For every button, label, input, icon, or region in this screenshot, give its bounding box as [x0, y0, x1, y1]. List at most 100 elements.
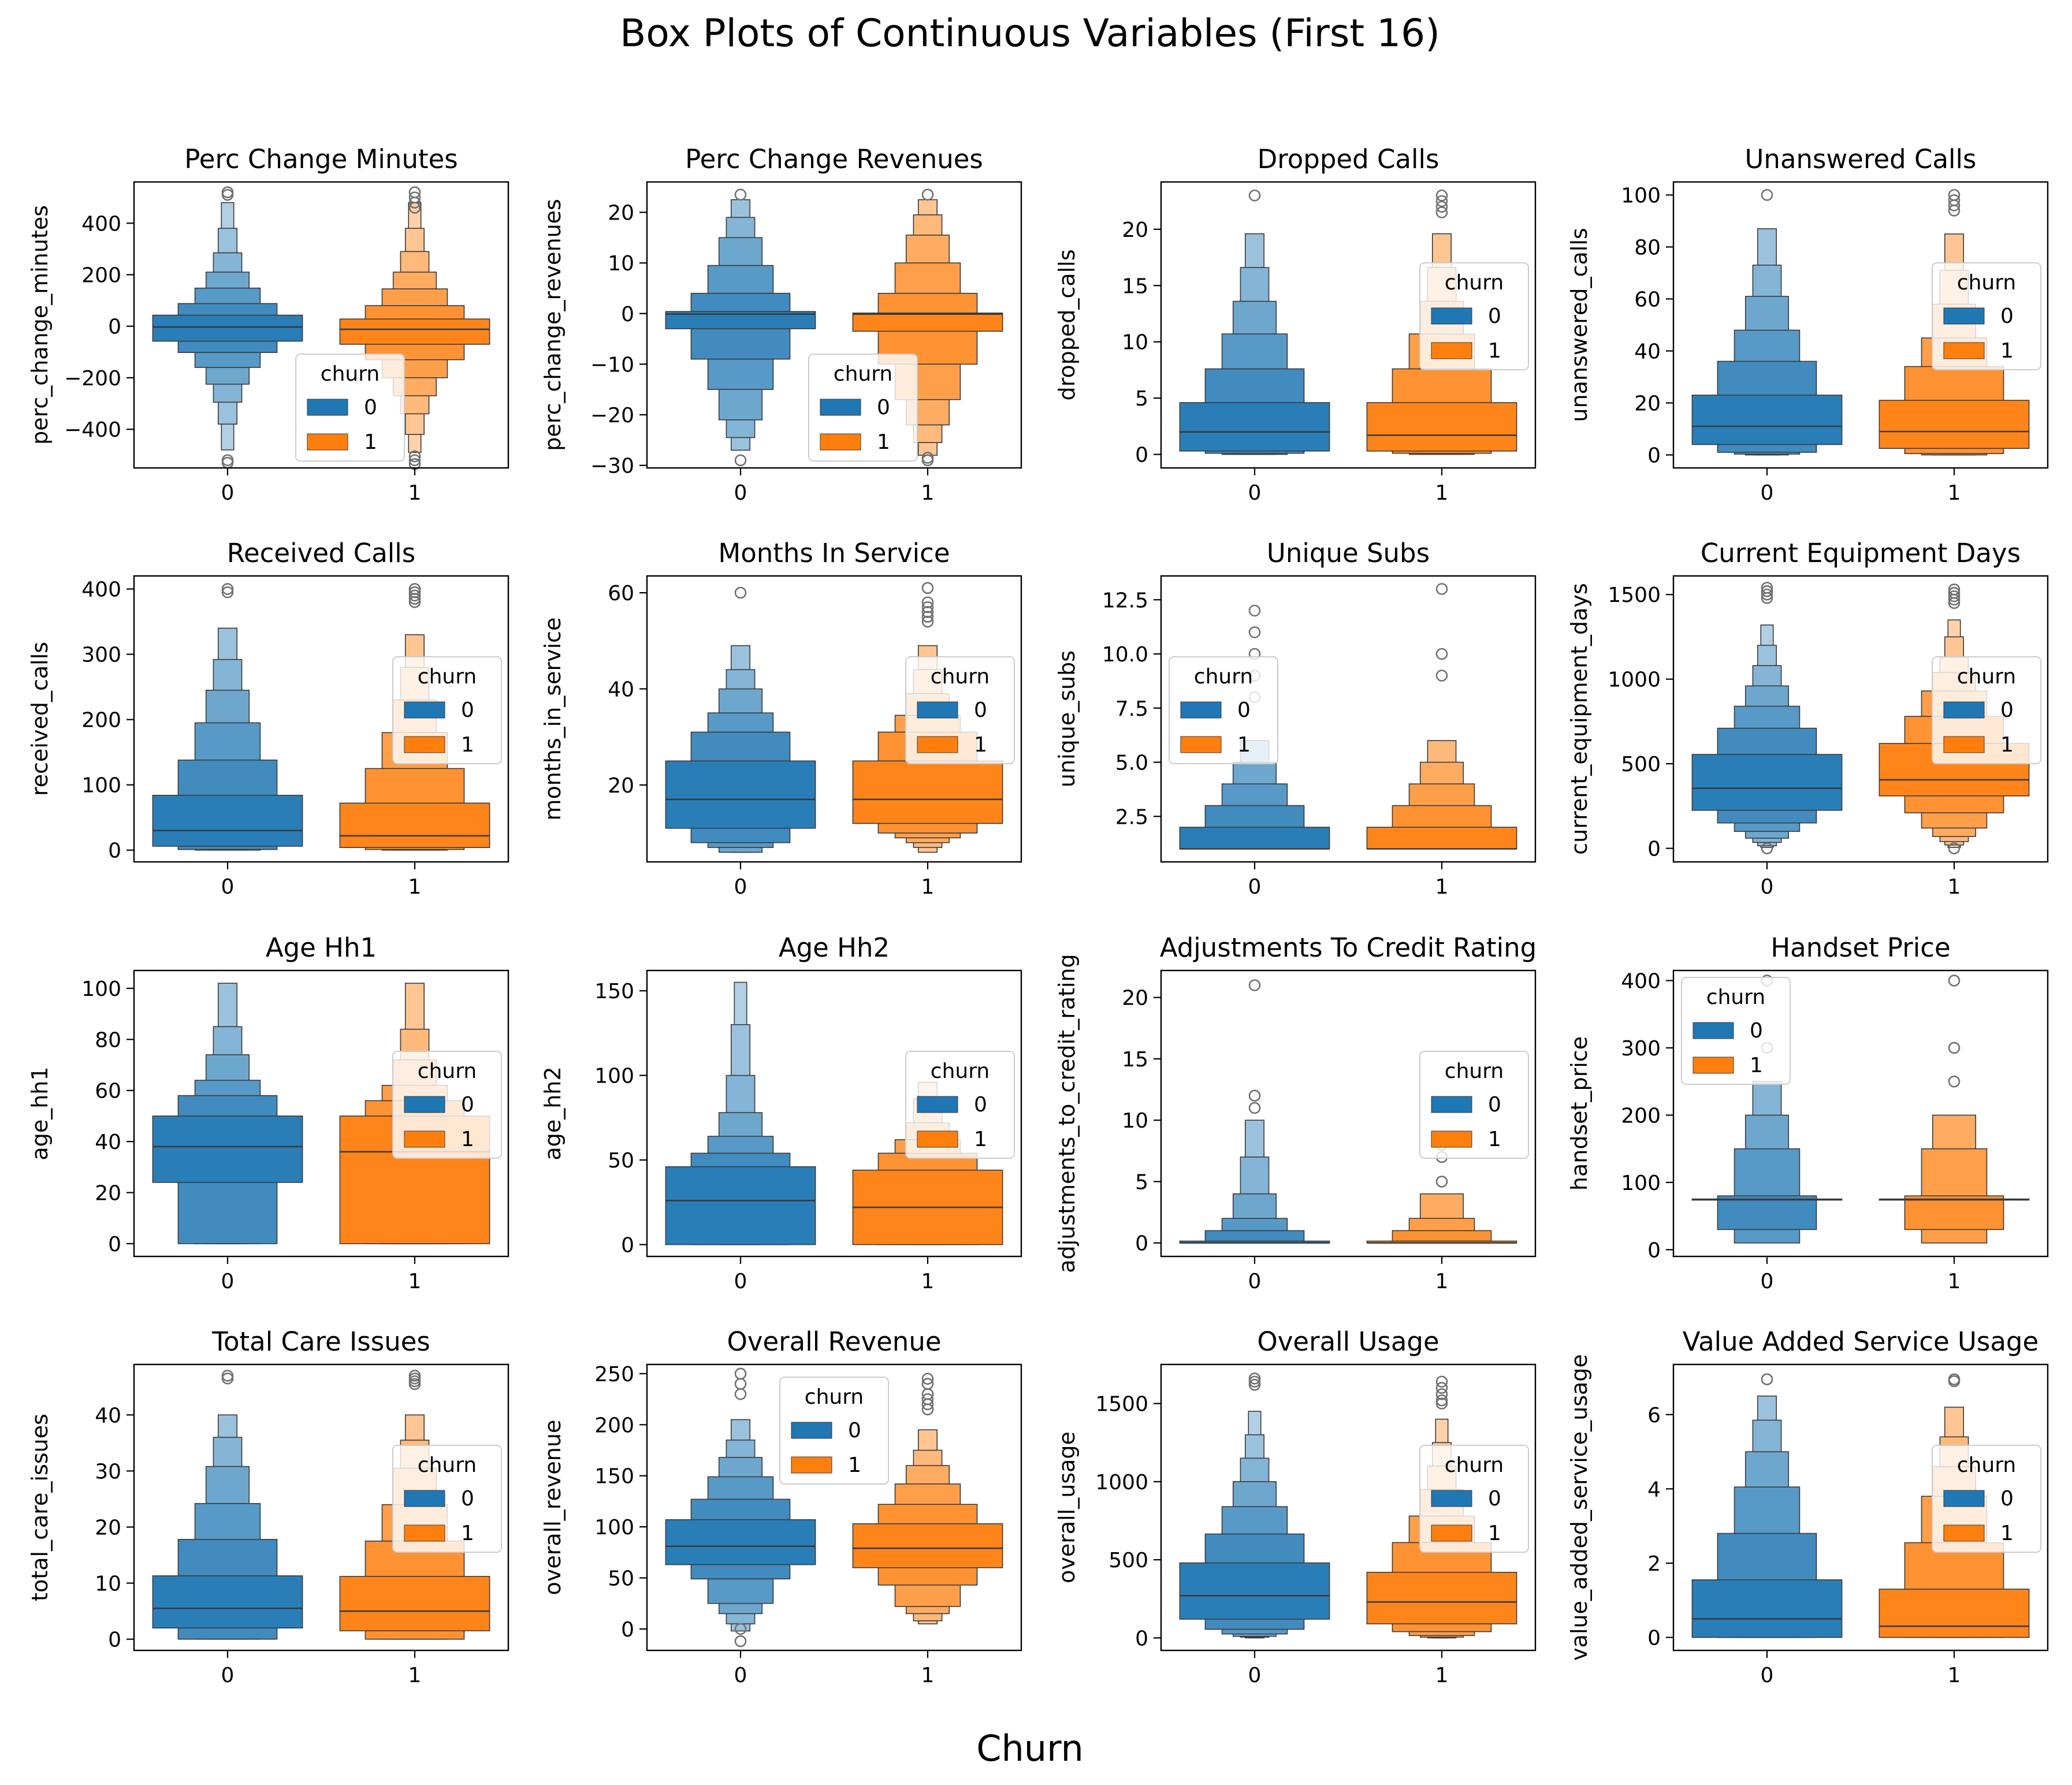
x-tick-label: 1 [1435, 1664, 1449, 1687]
x-tick-label: 1 [1948, 1664, 1961, 1687]
legend-entry: 1 [461, 1128, 474, 1151]
y-tick-label: 100 [1621, 1172, 1661, 1195]
x-tick-label: 0 [1761, 1270, 1774, 1293]
boxen-level [1691, 754, 1843, 811]
outlier-point [734, 1623, 747, 1635]
legend-entry: 1 [1750, 1054, 1763, 1077]
y-tick-label: 100 [81, 774, 121, 798]
legend-title: churn [418, 1059, 477, 1083]
subplot-3: Unanswered Calls 0 20 40 60 80 100 0 1 unanswered… [1567, 144, 2049, 505]
y-tick-label: 300 [1621, 1037, 1661, 1061]
y-tick-label: 0 [621, 1233, 634, 1257]
axes-frame [646, 575, 1022, 863]
legend-entry: 1 [461, 1522, 474, 1545]
y-tick-label: 200 [1621, 1104, 1661, 1128]
boxen-level [1717, 1195, 1817, 1230]
x-tick-label: 0 [221, 1664, 235, 1687]
legend-entry: 0 [974, 1093, 987, 1117]
legend-swatch [820, 399, 861, 416]
legend-swatch [1692, 1022, 1734, 1039]
outlier-point [1948, 189, 1961, 201]
legend: churn 0 1 [1681, 977, 1791, 1085]
y-tick-label: 10 [608, 252, 634, 276]
x-tick-label: 1 [1435, 481, 1449, 505]
outlier-point [1948, 583, 1961, 596]
y-tick-label: 10 [95, 1572, 121, 1596]
x-tick-label: 1 [921, 875, 935, 899]
outlier-point [1435, 1382, 1448, 1394]
axes-frame [133, 575, 509, 863]
outlier-point [1248, 604, 1261, 617]
outlier-point [408, 450, 421, 463]
subplot-title: Handset Price [1770, 932, 1950, 963]
legend-swatch [1943, 342, 1985, 359]
axes-frame [1672, 575, 2049, 863]
boxen-level [665, 760, 816, 829]
axes-frame [1160, 575, 1537, 863]
y-tick-label: 100 [594, 1516, 634, 1539]
legend-entry: 1 [2000, 339, 2014, 363]
legend-entry: 1 [974, 733, 987, 757]
legend-entry: 1 [848, 1453, 861, 1477]
legend-entry: 0 [877, 396, 890, 419]
y-tick-label: 0 [1647, 444, 1661, 468]
y-axis-label: total_care_issues [27, 1414, 53, 1601]
legend-entry: 0 [461, 698, 474, 722]
y-tick-label: 40 [608, 678, 634, 702]
outlier-point [921, 601, 934, 613]
legend-entry: 1 [461, 733, 474, 757]
boxen-level [152, 1575, 303, 1628]
axes-frame [1672, 181, 2049, 469]
legend-swatch [404, 1490, 445, 1507]
x-tick-label: 0 [221, 481, 235, 505]
y-tick-label: 50 [608, 1149, 634, 1173]
legend: churn 0 1 [1932, 1445, 2041, 1553]
boxen-level [1878, 1589, 2030, 1638]
outlier-point [921, 1393, 934, 1405]
y-axis-label: adjustments_to_credit_rating [1054, 954, 1080, 1273]
legend-entry: 0 [1488, 304, 1501, 328]
legend-entry: 1 [877, 430, 890, 454]
legend-entry: 0 [974, 698, 987, 722]
x-tick-label: 1 [921, 1270, 935, 1293]
y-tick-label: −200 [64, 367, 121, 391]
y-tick-label: 400 [81, 578, 121, 602]
outlier-point [408, 589, 421, 602]
boxen-level [852, 1523, 1003, 1568]
y-tick-label: 80 [1634, 236, 1661, 260]
outlier-point [1248, 1373, 1261, 1385]
outlier-point [1948, 842, 1961, 854]
axes-frame [646, 1363, 1022, 1652]
y-tick-label: −10 [590, 353, 634, 377]
boxen-level [339, 802, 490, 848]
x-tick-label: 0 [221, 1270, 235, 1293]
legend-title: churn [1957, 1453, 2016, 1477]
legend-swatch [917, 736, 958, 753]
outlier-point [921, 615, 934, 628]
outlier-point [408, 454, 421, 466]
outlier-point [1435, 1375, 1448, 1388]
y-tick-label: 500 [1108, 1549, 1148, 1572]
y-axis-label: age_hh2 [540, 1066, 566, 1160]
y-tick-label: 20 [95, 1182, 121, 1206]
y-tick-label: 50 [608, 1567, 634, 1590]
legend-entry: 1 [1237, 733, 1251, 757]
legend-swatch [1431, 342, 1472, 359]
y-tick-label: 150 [594, 1465, 634, 1489]
y-tick-label: 40 [95, 1404, 121, 1427]
figure-xlabel: Churn [976, 1727, 1084, 1769]
outlier-point [921, 1378, 934, 1390]
x-tick-label: 0 [734, 875, 747, 899]
outlier-point [921, 596, 934, 609]
legend: churn 0 1 [392, 656, 502, 764]
outlier-point [1248, 979, 1261, 991]
boxen-level [152, 794, 303, 847]
subplot-6: Unique Subs 2.5 5.0 7.5 10.0 12.5 0 1 unique_sub… [1054, 538, 1537, 899]
x-tick-label: 0 [1761, 1664, 1774, 1687]
legend-entry: 0 [2000, 698, 2014, 722]
y-tick-label: 20 [1122, 987, 1148, 1010]
boxen-level [852, 760, 1003, 824]
